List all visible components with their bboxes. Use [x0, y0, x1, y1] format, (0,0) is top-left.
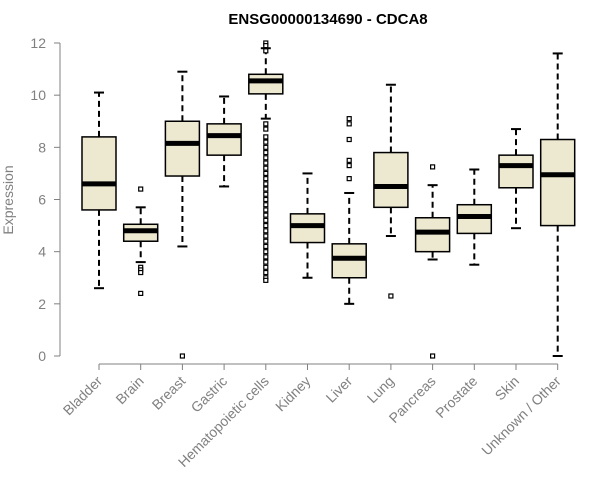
- outlier-point: [263, 249, 269, 255]
- outlier-point: [263, 126, 269, 132]
- box-iqr: [498, 154, 534, 189]
- box-iqr: [248, 73, 284, 95]
- outlier-point: [263, 139, 269, 145]
- box-group: [498, 128, 534, 230]
- y-tick-label: 2: [38, 296, 46, 312]
- box-iqr: [539, 138, 576, 227]
- box-group: [289, 172, 326, 279]
- outlier-point: [138, 186, 144, 192]
- outlier-point: [138, 290, 144, 296]
- box-group: [164, 70, 201, 359]
- y-axis-title: Expression: [0, 165, 16, 234]
- outlier-point: [263, 121, 269, 127]
- outlier-point: [138, 269, 144, 276]
- outlier-point: [263, 269, 269, 276]
- y-tick-label: 4: [38, 244, 46, 260]
- x-tick-label: Kidney: [272, 373, 314, 415]
- outlier-point: [263, 160, 269, 166]
- outlier-point: [430, 164, 436, 170]
- outlier-point: [263, 134, 269, 140]
- outlier-point: [346, 136, 352, 143]
- box-group: [456, 168, 493, 266]
- y-tick-label: 0: [38, 348, 46, 364]
- box-iqr: [331, 243, 367, 279]
- outlier-point: [346, 157, 352, 163]
- box-iqr: [164, 120, 201, 177]
- outlier-point: [263, 149, 269, 156]
- outlier-point: [263, 238, 269, 244]
- box-group: [331, 116, 367, 305]
- outlier-point: [263, 43, 269, 49]
- outlier-point: [263, 176, 269, 182]
- outlier-point: [263, 228, 269, 234]
- box-iqr: [206, 123, 242, 156]
- outlier-point: [346, 116, 352, 122]
- box-group: [414, 164, 451, 359]
- outlier-point: [388, 293, 394, 299]
- outlier-point: [263, 202, 269, 208]
- outlier-point: [263, 233, 269, 239]
- x-tick-label: Breast: [149, 373, 189, 413]
- outlier-point: [263, 181, 269, 187]
- x-tick-label: Liver: [323, 373, 356, 406]
- box-group: [373, 83, 409, 299]
- outlier-point: [346, 176, 352, 182]
- outlier-point: [179, 353, 185, 359]
- outlier-point: [263, 254, 269, 260]
- box-group: [81, 91, 117, 290]
- box-iqr: [289, 213, 326, 244]
- outlier-point: [263, 243, 269, 250]
- outlier-point: [346, 121, 352, 127]
- outlier-point: [263, 170, 269, 177]
- box-group: [206, 95, 242, 188]
- outlier-point: [263, 264, 269, 270]
- x-tick-label: Prostate: [432, 373, 480, 421]
- outlier-point: [263, 222, 269, 229]
- outlier-point: [263, 191, 269, 197]
- outlier-point: [263, 165, 269, 171]
- boxes-layer: [81, 40, 576, 359]
- outlier-point: [263, 207, 269, 213]
- y-tick-label: 10: [30, 87, 46, 103]
- box-group: [122, 186, 159, 296]
- x-tick-label: Brain: [112, 373, 146, 407]
- outlier-point: [263, 144, 269, 150]
- x-tick-label: Lung: [364, 373, 397, 406]
- outlier-point: [263, 196, 269, 203]
- outlier-point: [263, 259, 269, 265]
- outlier-point: [263, 277, 269, 283]
- box-group: [248, 40, 284, 283]
- chart-title: ENSG00000134690 - CDCA8: [228, 11, 427, 28]
- outlier-point: [263, 186, 269, 192]
- outlier-point: [263, 217, 269, 223]
- y-tick-label: 6: [38, 192, 46, 208]
- x-tick-label: Unknown / Other: [478, 373, 564, 459]
- box-iqr: [373, 151, 409, 209]
- y-axis: 0 2 4 6 8 10 12: [30, 35, 61, 364]
- x-tick-label: Bladder: [60, 373, 106, 419]
- y-tick-label: 8: [38, 139, 46, 155]
- outlier-point: [263, 155, 269, 161]
- box-iqr: [456, 203, 493, 235]
- y-tick-label: 12: [30, 35, 46, 51]
- box-iqr: [414, 217, 451, 253]
- outlier-point: [263, 48, 269, 54]
- outlier-point: [430, 353, 436, 359]
- outlier-point: [346, 162, 352, 169]
- outlier-point: [263, 212, 269, 218]
- box-group: [539, 52, 576, 357]
- x-tick-label: Skin: [492, 373, 523, 404]
- box-iqr: [81, 136, 117, 211]
